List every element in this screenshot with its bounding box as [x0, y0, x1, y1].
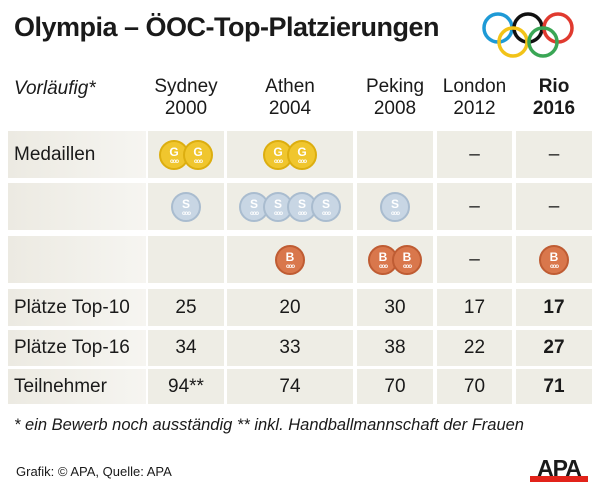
- column-year: 2016: [532, 98, 576, 119]
- medal-rings-icon: ooo: [274, 158, 283, 165]
- silver-medal-cell: –: [437, 183, 512, 230]
- medal-rings-icon: ooo: [274, 210, 283, 217]
- column-header: Athen 2004: [227, 76, 353, 120]
- row-label: Plätze Top-10: [8, 289, 146, 326]
- value-cell: 20: [227, 289, 353, 326]
- value-cell: 25: [148, 289, 224, 326]
- silver-medal-letter: S: [181, 196, 190, 211]
- medal-rings-icon: ooo: [298, 158, 307, 165]
- footnote: * ein Bewerb noch ausständig ** inkl. Ha…: [14, 416, 524, 434]
- credit: Grafik: © APA, Quelle: APA: [16, 464, 172, 479]
- value-cell: 27: [516, 330, 592, 366]
- column-year: 2008: [373, 98, 417, 119]
- medal-rings-icon: ooo: [322, 210, 331, 217]
- medal-rings-icon: ooo: [379, 263, 388, 270]
- bronze-medal-letter: B: [285, 249, 295, 264]
- value-cell: 38: [357, 330, 433, 366]
- medal-rings-icon: ooo: [298, 210, 307, 217]
- value-cell: 94**: [148, 369, 224, 404]
- medal-rings-icon: ooo: [286, 263, 295, 270]
- silver-medal-cell: –: [516, 183, 592, 230]
- gold-medal-letter: G: [273, 144, 283, 159]
- bronze-medal-letter: B: [549, 249, 559, 264]
- bronze-medal-cell: [148, 236, 224, 283]
- gold-medal-cell: [357, 131, 433, 178]
- column-header: Peking 2008: [357, 76, 433, 120]
- value-cell: 70: [437, 369, 512, 404]
- olympic-ring: [527, 26, 559, 58]
- value-cell: 71: [516, 369, 592, 404]
- corner-label: Vorläufig*: [14, 78, 96, 99]
- bronze-medal-letter: B: [378, 249, 388, 264]
- medal-rings-icon: ooo: [194, 158, 203, 165]
- column-header: Sydney 2000: [148, 76, 224, 120]
- column-header: Rio 2016: [516, 76, 592, 120]
- row-label: [8, 183, 146, 230]
- medal-rings-icon: ooo: [550, 263, 559, 270]
- value-cell: 17: [437, 289, 512, 326]
- column-city: Athen: [265, 76, 315, 97]
- medal-rings-icon: ooo: [391, 210, 400, 217]
- gold-medal-letter: G: [297, 144, 307, 159]
- silver-medal-letter: S: [297, 196, 306, 211]
- medal-rings-icon: ooo: [182, 210, 191, 217]
- medal-rings-icon: ooo: [170, 158, 179, 165]
- gold-medal-cell: –: [437, 131, 512, 178]
- page-title: Olympia – ÖOC-Top-Platzierungen: [14, 12, 440, 42]
- row-label: Teilnehmer: [8, 369, 146, 404]
- gold-medal-cell: –: [516, 131, 592, 178]
- value-cell: 17: [516, 289, 592, 326]
- olympic-ring: [497, 26, 529, 58]
- row-label: Medaillen: [8, 131, 146, 178]
- column-year: 2000: [164, 98, 208, 119]
- value-cell: 74: [227, 369, 353, 404]
- apa-logo: APA: [530, 457, 588, 482]
- column-header: London 2012: [437, 76, 512, 120]
- row-label: [8, 236, 146, 283]
- silver-medal-letter: S: [273, 196, 282, 211]
- column-city: Rio: [538, 76, 570, 97]
- olympic-rings-icon: [482, 12, 574, 58]
- column-city: Peking: [365, 76, 425, 97]
- medal-rings-icon: ooo: [250, 210, 259, 217]
- column-year: 2012: [453, 98, 496, 119]
- value-cell: 22: [437, 330, 512, 366]
- value-cell: 33: [227, 330, 353, 366]
- column-city: London: [442, 76, 507, 97]
- silver-medal-letter: S: [321, 196, 330, 211]
- value-cell: 34: [148, 330, 224, 366]
- gold-medal-letter: G: [169, 144, 179, 159]
- value-cell: 30: [357, 289, 433, 326]
- gold-medal-letter: G: [193, 144, 203, 159]
- value-cell: 70: [357, 369, 433, 404]
- column-year: 2004: [268, 98, 312, 119]
- column-city: Sydney: [154, 76, 218, 97]
- silver-medal-letter: S: [390, 196, 399, 211]
- row-label: Plätze Top-16: [8, 330, 146, 366]
- bronze-medal-letter: B: [402, 249, 412, 264]
- silver-medal-letter: S: [249, 196, 258, 211]
- medal-rings-icon: ooo: [403, 263, 412, 270]
- bronze-medal-cell: –: [437, 236, 512, 283]
